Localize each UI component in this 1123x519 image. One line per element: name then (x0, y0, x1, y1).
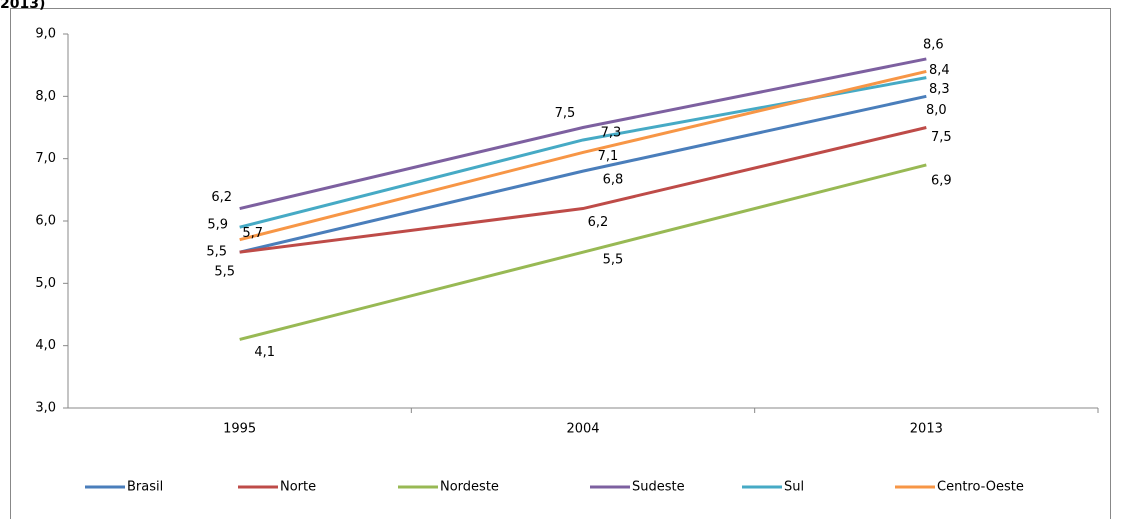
legend-label: Centro-Oeste (937, 480, 1024, 495)
data-label: 5,7 (242, 226, 263, 241)
legend-label: Sudeste (632, 480, 685, 495)
series-line (239, 126, 927, 254)
y-tick-label: 3,0 (35, 401, 56, 416)
legend-label: Nordeste (440, 480, 499, 495)
data-label: 8,3 (929, 82, 950, 97)
data-label: 6,9 (931, 173, 952, 188)
data-label: 5,5 (603, 253, 624, 268)
y-tick-label: 6,0 (35, 214, 56, 229)
legend-label: Sul (784, 480, 804, 495)
data-label: 5,5 (214, 265, 235, 280)
legend-label: Norte (280, 480, 316, 495)
data-label: 6,2 (211, 190, 232, 205)
data-label: 4,1 (254, 345, 275, 360)
y-tick-label: 7,0 (35, 151, 56, 166)
series-line (239, 94, 927, 254)
y-tick-label: 5,0 (35, 276, 56, 291)
x-tick-label: 2004 (566, 422, 599, 437)
series-line (239, 57, 927, 210)
data-label: 8,6 (923, 37, 944, 52)
data-label: 8,0 (926, 103, 947, 118)
data-label: 7,1 (598, 149, 619, 164)
data-label: 8,4 (929, 63, 950, 78)
data-label: 7,5 (555, 106, 576, 121)
chart-title: 2013) (0, 0, 45, 12)
data-label: 5,5 (206, 245, 227, 260)
series-line (239, 163, 927, 341)
chart-frame (10, 8, 1111, 519)
data-label: 6,2 (588, 215, 609, 230)
data-label: 7,3 (601, 125, 622, 140)
y-tick-label: 8,0 (35, 89, 56, 104)
y-tick-label: 9,0 (35, 27, 56, 42)
legend-label: Brasil (127, 480, 163, 495)
data-label: 7,5 (931, 130, 952, 145)
x-tick-label: 2013 (910, 422, 943, 437)
data-label: 5,9 (207, 218, 228, 233)
x-tick-label: 1995 (223, 422, 256, 437)
series-line (239, 69, 927, 242)
data-label: 6,8 (603, 173, 624, 188)
y-tick-label: 4,0 (35, 338, 56, 353)
